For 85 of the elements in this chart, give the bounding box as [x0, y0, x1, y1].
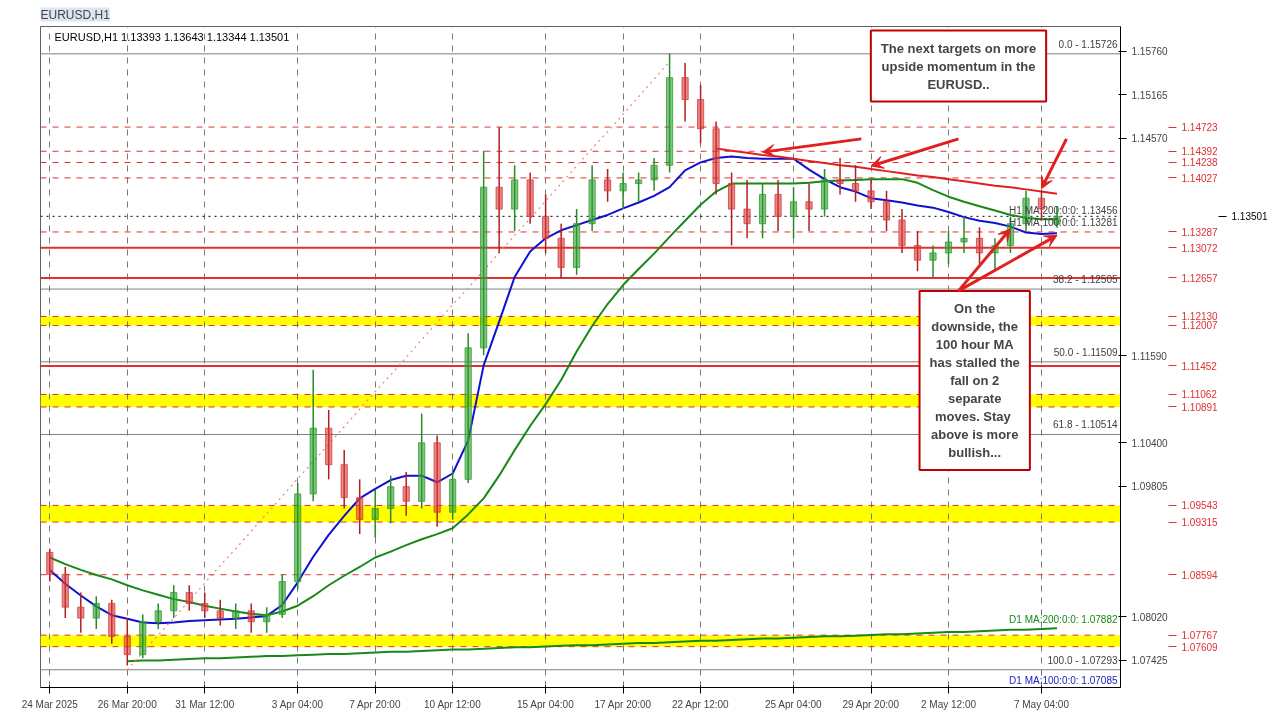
- candlestick: [960, 215, 968, 254]
- candlestick: [309, 369, 317, 502]
- ref-line-label: 1.13072: [1181, 242, 1219, 254]
- candlestick: [232, 602, 240, 630]
- candlestick: [170, 584, 178, 619]
- y-tick-label: 1.07425: [1131, 655, 1169, 667]
- candlestick: [619, 171, 627, 210]
- candlestick: [650, 157, 658, 192]
- ref-line-label: 1.14027: [1181, 172, 1219, 184]
- x-tick-label: 3 Apr 04:00: [271, 698, 324, 710]
- ref-line-label: 1.12130: [1181, 311, 1219, 323]
- annotation: The next targets on more upside momentum in the EURUSD..: [880, 40, 1037, 92]
- ref-line-label: 1.14238: [1181, 157, 1219, 169]
- candlestick: [666, 52, 674, 174]
- y-tick-label: 1.15165: [1131, 89, 1169, 101]
- candlestick: [511, 164, 519, 232]
- ref-line-label: 1.07767: [1181, 630, 1219, 642]
- candlestick: [789, 186, 798, 240]
- x-tick-label: 31 Mar 12:00: [175, 698, 235, 710]
- x-tick-label: 10 Apr 12:00: [424, 698, 482, 710]
- annotation: 50.0 - 1.11509: [1053, 346, 1118, 358]
- candlestick: [92, 595, 100, 630]
- candlestick: [480, 149, 488, 356]
- annotation: 61.8 - 1.10514: [1053, 419, 1118, 431]
- candlestick: [758, 182, 767, 240]
- candlestick: [325, 409, 333, 481]
- ref-line-label: 1.09315: [1181, 517, 1219, 529]
- y-tick-label: 1.08020: [1131, 611, 1169, 623]
- ref-line-label: 1.14723: [1181, 122, 1219, 134]
- annotation: 100.0 - 1.07293: [1047, 654, 1118, 666]
- x-tick-label: 2 May 12:00: [920, 698, 977, 710]
- x-tick-label: 15 Apr 04:00: [517, 698, 575, 710]
- candlestick: [929, 244, 937, 279]
- x-tick-label: 7 May 04:00: [1013, 698, 1070, 710]
- candlestick: [867, 179, 875, 210]
- candlestick: [371, 489, 379, 539]
- ref-line-label: 1.07609: [1181, 641, 1219, 653]
- x-tick-label: 26 Mar 20:00: [97, 698, 158, 710]
- text: On the downside, the 100 hour MA has stalled the fall on 2 separate moves. Stay above is more bullish...: [929, 300, 1020, 460]
- chart-subtitle: EURUSD,H1 1.13393 1.13643 1.13344 1.13501: [54, 30, 290, 43]
- ref-line-label: 1.09543: [1181, 500, 1219, 512]
- annotation: D1 MA:100:0:0: 1.07085: [1009, 674, 1118, 686]
- x-tick-label: 17 Apr 20:00: [594, 698, 652, 710]
- y-tick-label: 1.09805: [1131, 481, 1169, 493]
- y-tick-label: 1.11590: [1131, 350, 1168, 362]
- candlestick: [294, 482, 302, 590]
- candlestick: [139, 613, 147, 660]
- ref-line-label: 1.11062: [1181, 389, 1218, 401]
- x-tick-label: 29 Apr 20:00: [842, 698, 900, 710]
- candlestick: [464, 332, 472, 484]
- ref-line-label: 1.08594: [1181, 569, 1219, 581]
- annotation: D1 MA:200:0:0: 1.07882: [1009, 614, 1118, 626]
- ref-line-label: 1.12007: [1181, 320, 1219, 332]
- candlestick: [449, 471, 457, 521]
- candlestick: [588, 164, 596, 232]
- ref-line-label: 1.10891: [1181, 401, 1219, 413]
- ref-line-label: 1.13287: [1181, 226, 1219, 238]
- ref-line-label: 1.13501: [1231, 211, 1269, 223]
- candlestick: [681, 62, 689, 123]
- y-tick-label: 1.15760: [1131, 46, 1169, 58]
- candlestick: [573, 208, 581, 276]
- candlestick: [263, 606, 271, 634]
- x-tick-label: 24 Mar 2025: [21, 698, 79, 710]
- candlestick: [635, 171, 643, 203]
- ref-line-label: 1.11452: [1181, 360, 1218, 372]
- candlestick: [278, 573, 286, 619]
- candlestick: [154, 602, 162, 630]
- candlestick: [418, 412, 426, 510]
- candlestick: [387, 474, 395, 524]
- ref-line-label: 1.12657: [1181, 272, 1219, 284]
- candlestick: [201, 591, 209, 619]
- ref-line-label: 1.14392: [1181, 146, 1219, 158]
- annotation: 0.0 - 1.15726: [1058, 38, 1118, 50]
- candlestick: [46, 547, 54, 583]
- x-tick-label: 7 Apr 20:00: [349, 698, 401, 710]
- y-tick-label: 1.14570: [1131, 133, 1169, 145]
- chart-title: EURUSD,H1: [40, 7, 111, 22]
- candlestick: [944, 230, 953, 265]
- x-tick-label: 22 Apr 12:00: [671, 698, 730, 710]
- candlestick: [185, 584, 193, 612]
- x-tick-label: 25 Apr 04:00: [764, 698, 823, 710]
- candlestick: [216, 599, 224, 627]
- candlestick: [526, 171, 534, 225]
- candlestick: [820, 168, 829, 218]
- y-tick-label: 1.10400: [1131, 437, 1169, 449]
